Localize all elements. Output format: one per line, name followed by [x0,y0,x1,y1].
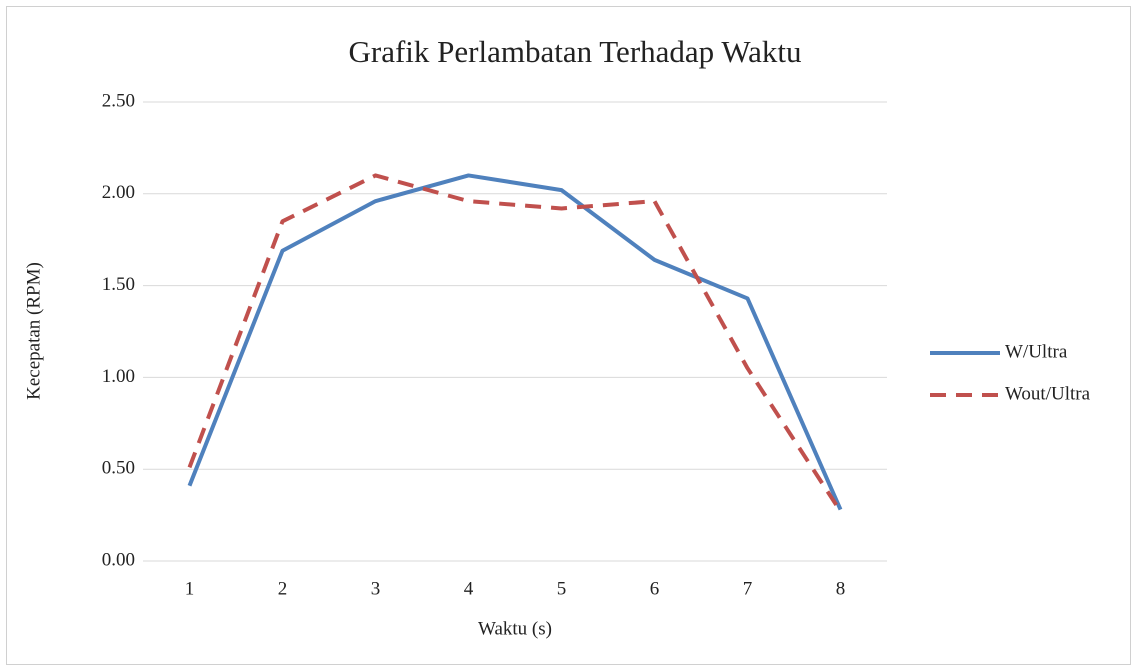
y-tick-label: 0.50 [102,458,135,479]
series-line [187,173,843,511]
legend-label: Wout/Ultra [1005,383,1091,404]
x-tick-label: 4 [464,578,474,599]
x-tick-label: 7 [743,578,753,599]
series-line [187,173,843,513]
x-tick-label: 5 [557,578,567,599]
x-axis-label: Waktu (s) [478,618,552,639]
x-tick-label: 6 [650,578,660,599]
x-tick-label: 8 [836,578,846,599]
y-tick-label: 1.50 [102,274,135,295]
y-tick-label: 1.00 [102,366,135,387]
x-tick-label: 3 [371,578,381,599]
y-tick-label: 2.00 [102,182,135,203]
x-tick-label: 1 [185,578,195,599]
x-tick-label: 2 [278,578,288,599]
y-tick-label: 2.50 [102,90,135,111]
legend-label: W/Ultra [1005,341,1068,362]
chart-title: Grafik Perlambatan Terhadap Waktu [349,34,802,69]
y-tick-label: 0.00 [102,549,135,570]
chart-border [6,6,1131,665]
y-axis-label: Kecepatan (RPM) [23,262,44,400]
